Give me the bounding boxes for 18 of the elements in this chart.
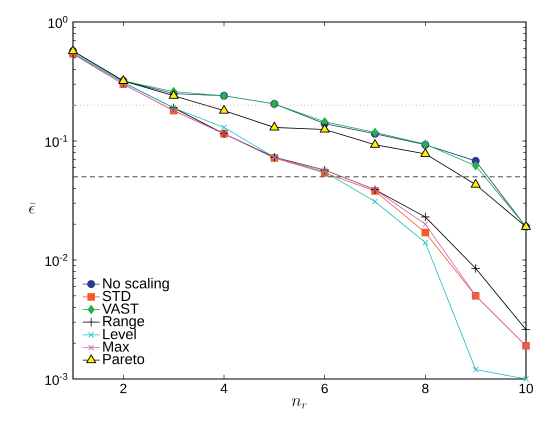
legend-label: Max [103, 342, 130, 352]
y-tick-label: 10$^{0}$ [48, 16, 68, 28]
legend-label: VAST [102, 303, 139, 314]
legend-label: Level [103, 328, 136, 340]
x-tick-label: 10 [520, 384, 533, 394]
y-tick-label: 10$^{-2}$ [45, 254, 68, 266]
x-tick-label: 8 [422, 384, 429, 394]
y-axis-title: $\bar{\epsilon}$ [29, 203, 36, 214]
legend-label: Pareto [103, 354, 144, 364]
y-tick-label: 10$^{-3}$ [45, 373, 68, 385]
x-axis-title: $n_r$ [292, 398, 307, 409]
legend-label: STD [102, 290, 130, 302]
x-tick-label: 2 [120, 384, 126, 394]
legend-label: No scaling [103, 278, 169, 292]
y-tick-label: 10$^{-1}$ [45, 135, 68, 147]
legend-label: Range [103, 316, 144, 330]
x-tick-label: 4 [220, 384, 228, 393]
x-tick-label: 6 [322, 384, 328, 394]
